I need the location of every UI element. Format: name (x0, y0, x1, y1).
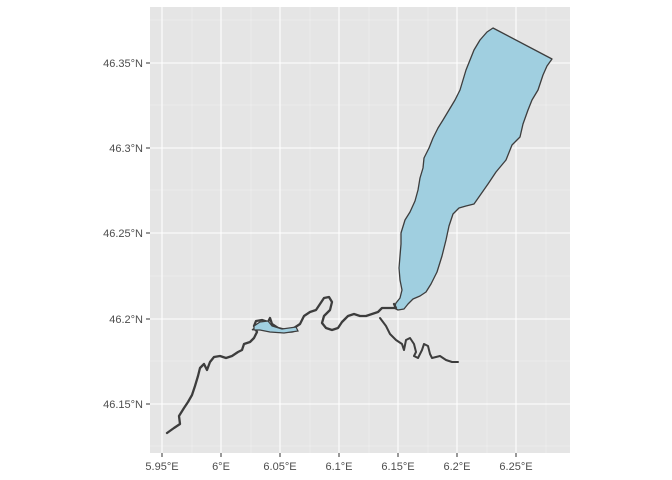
x-tick-label: 6.2°E (443, 461, 470, 473)
y-tick-label: 46.15°N (103, 399, 143, 411)
x-tick-label: 6.1°E (325, 461, 352, 473)
y-tick-label: 46.2°N (109, 314, 143, 326)
y-tick-label: 46.25°N (103, 228, 143, 240)
x-tick-label: 6.15°E (381, 461, 414, 473)
minor-gridlines (150, 7, 570, 453)
x-tick-label: 6.25°E (499, 461, 532, 473)
river (165, 295, 459, 435)
river-line (165, 295, 398, 435)
x-axis: 5.95°E 6°E 6.05°E 6.1°E 6.15°E 6.2°E 6.2… (145, 453, 533, 473)
x-tick-label: 6°E (212, 461, 230, 473)
y-tick-label: 46.3°N (109, 143, 143, 155)
x-tick-label: 5.95°E (145, 461, 178, 473)
major-gridlines (150, 7, 570, 453)
river-widening (253, 320, 299, 334)
x-tick-label: 6.05°E (263, 461, 296, 473)
y-tick-label: 46.35°N (103, 58, 143, 70)
y-axis: 46.15°N 46.2°N 46.25°N 46.3°N 46.35°N (103, 58, 150, 411)
river-line-east (379, 317, 459, 363)
